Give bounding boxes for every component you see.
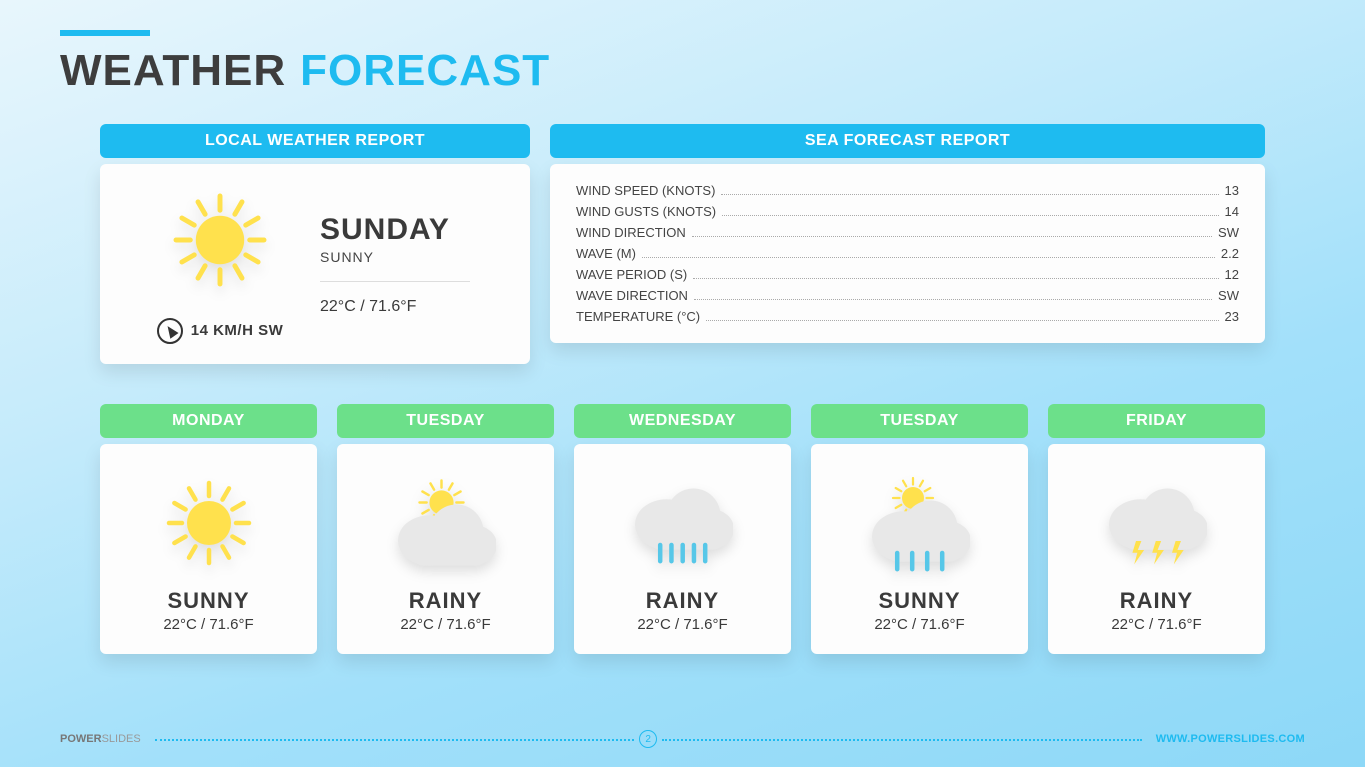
top-row: LOCAL WEATHER REPORT 14 KM/H SW SUNDAY S… [100,124,1265,364]
sea-row-label: WIND SPEED (KNOTS) [576,183,715,198]
sea-row-label: WIND GUSTS (KNOTS) [576,204,716,219]
footer: POWERSLIDES 2 WWW.POWERSLIDES.COM [0,729,1365,749]
day-card: RAINY 22°C / 71.6°F [337,444,554,654]
days-row: MONDAY SUNNY 22°C / 71.6°F TUESDAY RAINY… [100,404,1265,654]
day-column: TUESDAY SUNNY 22°C / 71.6°F [811,404,1028,654]
day-column: FRIDAY RAINY 22°C / 71.6°F [1048,404,1265,654]
sea-row: WAVE PERIOD (S) 12 [576,264,1239,285]
day-header: MONDAY [100,404,317,438]
footer-brand: POWERSLIDES [60,733,141,745]
footer-url: WWW.POWERSLIDES.COM [1156,733,1305,745]
day-card: SUNNY 22°C / 71.6°F [811,444,1028,654]
day-card: RAINY 22°C / 71.6°F [574,444,791,654]
day-condition: RAINY [646,588,719,614]
day-column: WEDNESDAY RAINY 22°C / 71.6°F [574,404,791,654]
footer-brand-2: SLIDES [102,733,141,745]
sea-row-dots [722,215,1218,216]
page-number: 2 [639,730,657,748]
sun_cloud_rain-icon [870,473,970,578]
sea-row-label: WAVE (M) [576,246,636,261]
footer-brand-1: POWER [60,733,102,745]
day-header: WEDNESDAY [574,404,791,438]
page-title: WEATHER FORECAST [60,46,1305,96]
sea-forecast-header: SEA FORECAST REPORT [550,124,1265,158]
sea-row: WIND DIRECTION SW [576,222,1239,243]
sea-row-value: 12 [1225,267,1239,282]
sea-row-dots [694,299,1212,300]
sea-row-label: WAVE PERIOD (S) [576,267,687,282]
sea-row-value: 23 [1225,309,1239,324]
day-temp: 22°C / 71.6°F [163,616,253,633]
sea-row-label: WIND DIRECTION [576,225,686,240]
day-card: RAINY 22°C / 71.6°F [1048,444,1265,654]
footer-dots: 2 [141,739,1156,740]
wind-row: 14 KM/H SW [130,318,310,344]
day-condition: SUNNY [167,588,249,614]
rain-icon [633,473,733,578]
divider [320,281,470,282]
sea-row: WAVE (M) 2.2 [576,243,1239,264]
local-weather-body: 14 KM/H SW SUNDAY SUNNY 22°C / 71.6°F [100,164,530,364]
day-temp: 22°C / 71.6°F [637,616,727,633]
local-weather-right: SUNDAY SUNNY 22°C / 71.6°F [310,213,500,316]
day-header: TUESDAY [811,404,1028,438]
day-header: FRIDAY [1048,404,1265,438]
compass-icon [157,318,183,344]
slide: WEATHER FORECAST LOCAL WEATHER REPORT 14… [0,0,1365,654]
sea-row: WIND GUSTS (KNOTS) 14 [576,201,1239,222]
sea-row-label: TEMPERATURE (°C) [576,309,700,324]
sea-row: TEMPERATURE (°C) 23 [576,306,1239,327]
local-weather-left: 14 KM/H SW [130,185,310,344]
sea-row-dots [721,194,1218,195]
sea-row-value: SW [1218,225,1239,240]
sea-row-dots [693,278,1218,279]
local-temp: 22°C / 71.6°F [320,298,500,316]
title-part1: WEATHER [60,46,286,96]
sea-row: WAVE DIRECTION SW [576,285,1239,306]
partly-icon [396,473,496,578]
local-condition: SUNNY [320,249,500,265]
sea-row-dots [692,236,1212,237]
title-part2: FORECAST [300,46,550,96]
sea-forecast-panel: SEA FORECAST REPORT WIND SPEED (KNOTS) 1… [550,124,1265,364]
sea-row-value: 14 [1225,204,1239,219]
local-weather-panel: LOCAL WEATHER REPORT 14 KM/H SW SUNDAY S… [100,124,530,364]
day-card: SUNNY 22°C / 71.6°F [100,444,317,654]
day-condition: SUNNY [878,588,960,614]
sea-row: WIND SPEED (KNOTS) 13 [576,180,1239,201]
sea-row-value: SW [1218,288,1239,303]
sea-row-dots [642,257,1215,258]
local-day: SUNDAY [320,213,500,247]
local-weather-header: LOCAL WEATHER REPORT [100,124,530,158]
accent-bar [60,30,150,36]
sea-row-value: 13 [1225,183,1239,198]
storm-icon [1107,473,1207,578]
sun-icon [165,282,275,299]
wind-text: 14 KM/H SW [191,322,284,339]
sea-forecast-body: WIND SPEED (KNOTS) 13WIND GUSTS (KNOTS) … [550,164,1265,343]
sea-row-value: 2.2 [1221,246,1239,261]
sea-row-dots [706,320,1218,321]
day-column: MONDAY SUNNY 22°C / 71.6°F [100,404,317,654]
day-condition: RAINY [409,588,482,614]
sea-row-label: WAVE DIRECTION [576,288,688,303]
sun-icon [159,473,259,578]
day-condition: RAINY [1120,588,1193,614]
day-temp: 22°C / 71.6°F [400,616,490,633]
day-temp: 22°C / 71.6°F [874,616,964,633]
day-column: TUESDAY RAINY 22°C / 71.6°F [337,404,554,654]
day-header: TUESDAY [337,404,554,438]
day-temp: 22°C / 71.6°F [1111,616,1201,633]
